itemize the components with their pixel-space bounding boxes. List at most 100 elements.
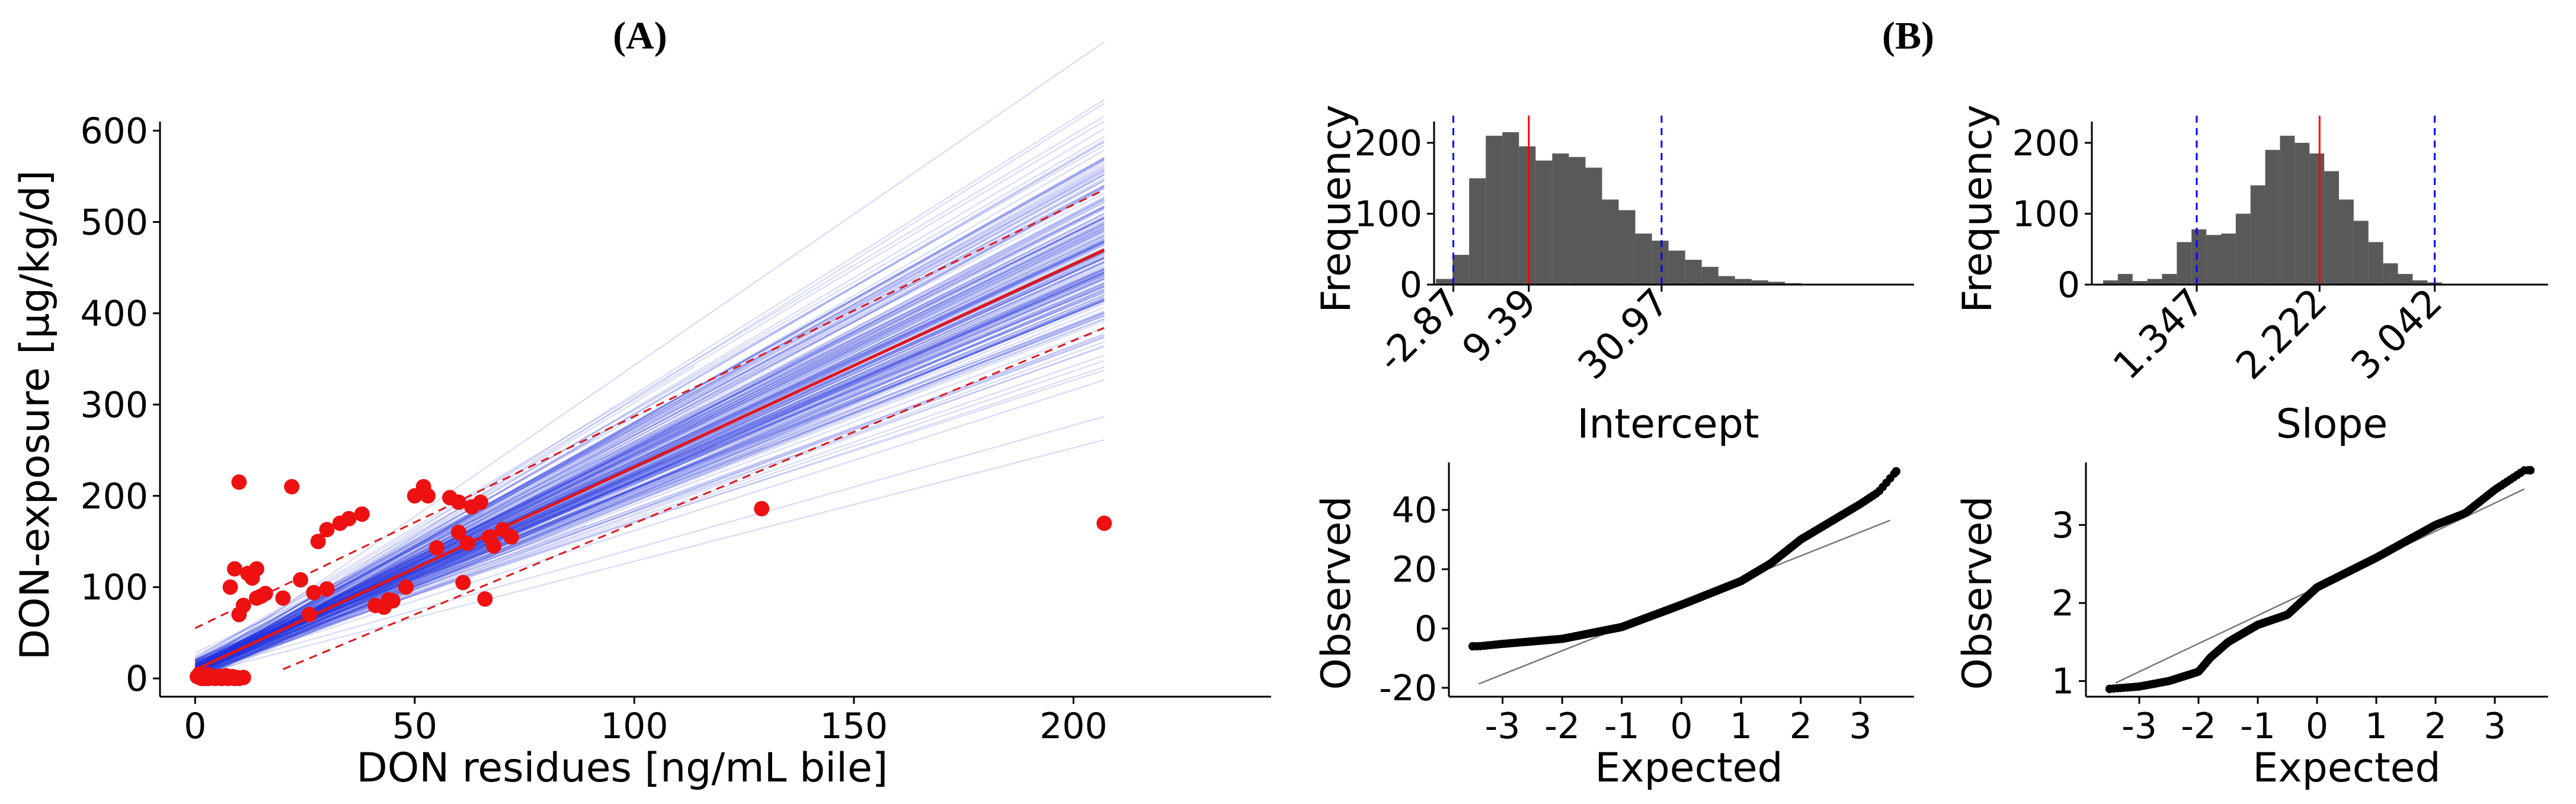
panel-label-b: (B): [1882, 14, 1934, 58]
x-tick-label: 150: [820, 706, 888, 747]
x-tick-label: 1: [2365, 706, 2388, 747]
histogram-bar: [1701, 267, 1719, 285]
data-point: [341, 511, 357, 527]
data-point: [235, 669, 251, 685]
bootstrap-line: [194, 279, 1105, 671]
bootstrap-line: [194, 286, 1105, 660]
histogram-bar: [2117, 274, 2133, 285]
bootstrap-line: [194, 379, 1105, 672]
bootstrap-line: [194, 310, 1105, 672]
histogram-bar: [2103, 280, 2118, 285]
bootstrap-line: [194, 223, 1105, 669]
bootstrap-line: [194, 159, 1105, 672]
histogram-bar: [2309, 153, 2325, 285]
bootstrap-line: [194, 217, 1105, 668]
bootstrap-line: [194, 272, 1105, 674]
data-point: [385, 593, 401, 609]
bootstrap-line: [194, 272, 1105, 663]
histogram-bar: [1635, 233, 1652, 285]
bootstrap-line: [194, 283, 1105, 668]
y-axis-label: Observed: [1954, 496, 2001, 690]
data-point: [222, 579, 238, 595]
bootstrap-line: [194, 212, 1105, 671]
x-tick-label: 3: [2484, 706, 2506, 747]
bars: [1436, 132, 1868, 285]
fit-line-segment: [194, 248, 1105, 672]
data-point: [301, 607, 317, 623]
bootstrap-line: [194, 257, 1105, 666]
bootstrap-line: [194, 299, 1105, 671]
bootstrap-line: [194, 235, 1105, 668]
bootstrap-line: [194, 278, 1105, 663]
bootstrap-line: [194, 291, 1105, 675]
x-tick-label: -2: [2181, 706, 2216, 747]
reference-lines: [2196, 116, 2436, 285]
bootstrap-line: [194, 224, 1105, 668]
bootstrap-line: [194, 207, 1105, 670]
bootstrap-line: [194, 157, 1105, 671]
bootstrap-line: [194, 116, 1105, 659]
bootstrap-line: [194, 222, 1105, 665]
y-axis-label: Frequency: [1313, 104, 1360, 312]
axes: 0 100 200 300 400 500 600 0 50 100 150 200: [80, 110, 1271, 747]
bootstrap-line: [194, 165, 1105, 668]
data-point: [284, 478, 300, 494]
y-tick-label: 20: [1392, 549, 1437, 591]
bootstrap-line: [194, 275, 1105, 671]
histogram-bar: [2177, 242, 2192, 285]
y-tick-label: 200: [1354, 123, 1422, 164]
bootstrap-line: [194, 318, 1105, 663]
data-point: [477, 591, 493, 607]
qq-plot-slope: 123-3 -2 -1 0 1 2 3 Expected Observed: [1954, 462, 2548, 792]
bootstrap-line: [194, 241, 1105, 675]
bootstrap-line: [194, 231, 1105, 672]
bootstrap-line: [194, 225, 1105, 671]
bootstrap-line: [194, 251, 1105, 681]
y-tick-label: 0: [126, 658, 148, 700]
histogram-bar: [1436, 279, 1453, 285]
bootstrap-line: [194, 365, 696, 668]
data-point: [420, 488, 436, 504]
bootstrap-line: [194, 168, 1105, 669]
x-tick-label: 9.39: [1454, 280, 1545, 371]
bootstrap-line: [194, 334, 1105, 672]
bootstrap-line: [194, 272, 1105, 671]
x-tick-label: 1: [1730, 706, 1752, 747]
bootstrap-line: [194, 271, 1105, 676]
bootstrap-line: [194, 169, 1105, 675]
x-axis-label: Slope: [2276, 401, 2388, 448]
histogram-bar: [2206, 235, 2221, 285]
data-points: [189, 474, 1112, 687]
bootstrap-line: [194, 231, 1105, 682]
bootstrap-line: [194, 240, 1105, 675]
bootstrap-line: [194, 269, 1105, 676]
bootstrap-line: [194, 299, 1105, 680]
qq-points: [1468, 467, 1900, 650]
bootstrap-line: [195, 439, 1105, 676]
bootstrap-line: [194, 253, 1105, 675]
data-point: [310, 534, 326, 550]
bootstrap-line: [194, 157, 1105, 669]
bootstrap-line: [194, 213, 1105, 669]
bootstrap-line: [194, 341, 1105, 676]
bootstrap-line: [194, 206, 1105, 669]
bootstrap-line: [194, 170, 1105, 667]
y-axis-label: Frequency: [1954, 104, 2001, 312]
histogram-bar: [1535, 160, 1553, 285]
bootstrap-line: [194, 196, 1105, 677]
bootstrap-line: [194, 103, 1105, 675]
bootstrap-line: [194, 201, 1105, 674]
x-tick-label: 3: [1849, 706, 1871, 747]
bootstrap-line: [194, 228, 1105, 669]
bootstrap-line: [194, 269, 1105, 669]
band-lower: [282, 327, 1105, 671]
y-tick-label: 0: [1415, 608, 1437, 650]
bootstrap-line: [194, 222, 1105, 672]
data-point: [754, 500, 770, 516]
bootstrap-line: [194, 297, 1105, 682]
bootstrap-line: [194, 173, 1105, 666]
bootstrap-line: [194, 333, 1105, 677]
x-axis-label: Expected: [1595, 745, 1783, 792]
